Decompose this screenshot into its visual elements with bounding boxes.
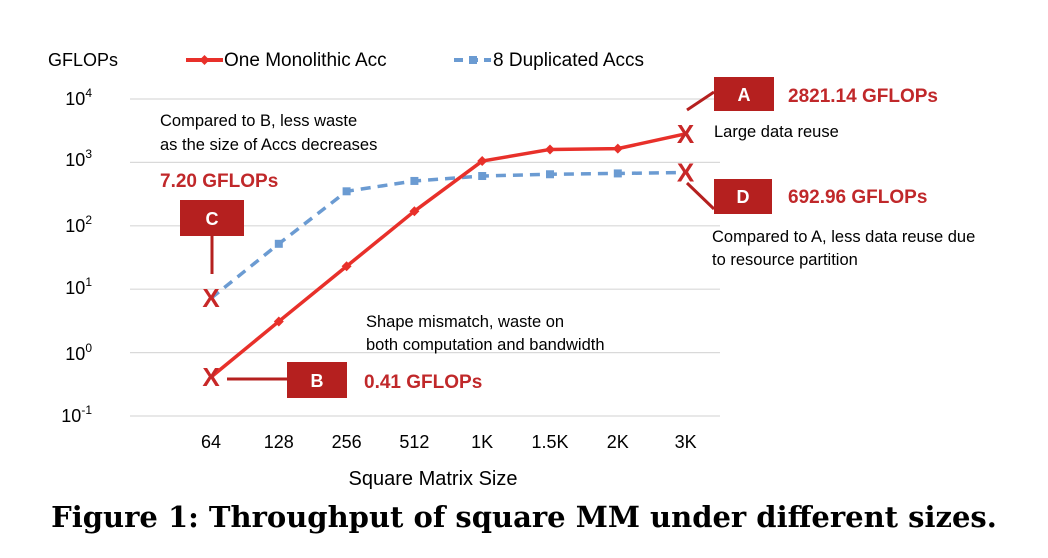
data-point: [613, 169, 622, 178]
connector-d: [685, 181, 716, 211]
data-point: [342, 187, 351, 196]
data-point: [612, 143, 623, 154]
legend-label-duplicated: 8 Duplicated Accs: [493, 50, 644, 71]
annotation-value-a: 2821.14 GFLOPs: [788, 86, 938, 107]
annotation-box-a: A: [714, 77, 774, 111]
y-tick-label: 100: [65, 341, 92, 364]
annotation-box-b: B: [287, 362, 347, 398]
series-line-monolithic: [209, 132, 686, 379]
annotation-value-b: 0.41 GFLOPs: [364, 372, 482, 393]
data-point: [410, 176, 419, 185]
y-axis-title: GFLOPs: [48, 50, 118, 70]
data-point: [478, 172, 487, 181]
legend: One Monolithic Acc 8 Duplicated Accs: [186, 50, 644, 71]
annotation-note-a: Large data reuse: [714, 123, 839, 141]
x-tick-label: 1.5K: [531, 432, 568, 452]
data-point: [273, 316, 284, 327]
annotation-note-c-line2: as the size of Accs decreases: [160, 136, 377, 154]
connector-a: [686, 90, 715, 112]
annotation-value-c: 7.20 GFLOPs: [160, 171, 278, 192]
legend-marker-monolithic: [199, 55, 210, 65]
x-tick-label: 512: [399, 432, 429, 452]
data-point: [546, 170, 554, 179]
x-tick-label: 256: [332, 432, 362, 452]
data-point: [545, 144, 555, 155]
x-tick-label: 64: [201, 432, 221, 452]
annotation-box-c-label: C: [206, 209, 219, 229]
annotation-value-d: 692.96 GFLOPs: [788, 187, 927, 208]
y-tick-label: 102: [65, 213, 92, 236]
y-tick-label: 101: [65, 275, 92, 298]
legend-marker-duplicated: [469, 56, 477, 64]
y-tick-label: 104: [65, 86, 92, 109]
annotation-box-d-label: D: [737, 187, 750, 207]
series-lines: [209, 132, 686, 379]
data-point: [274, 239, 283, 248]
x-tick-label: 1K: [471, 432, 493, 452]
data-point: [477, 156, 488, 167]
x-tick-label: 3K: [675, 432, 697, 452]
legend-label-monolithic: One Monolithic Acc: [224, 50, 387, 71]
annotation-values: 2821.14 GFLOPs 0.41 GFLOPs 7.20 GFLOPs 6…: [160, 86, 938, 393]
annotation-box-a-label: A: [738, 85, 751, 105]
x-tick-label: 2K: [607, 432, 629, 452]
y-tick-labels: 104 103 102 101 100 10-1: [61, 86, 92, 426]
annotation-note-d-line1: Compared to A, less data reuse due: [712, 228, 975, 246]
y-tick-label: 10-1: [61, 403, 92, 426]
annotation-note-b-line1: Shape mismatch, waste on: [366, 313, 564, 331]
annotation-notes: Large data reuse Shape mismatch, waste o…: [160, 112, 975, 354]
annotation-box-c: C: [180, 200, 244, 236]
annotation-note-d-line2: to resource partition: [712, 251, 858, 269]
annotation-box-b-label: B: [311, 371, 324, 391]
chart: GFLOPs 104 103 102 101 100 10-1 64 128 256…: [48, 50, 975, 490]
y-tick-label: 103: [65, 147, 92, 170]
figure-caption: Figure 1: Throughput of square MM under …: [51, 500, 997, 534]
x-tick-labels: 64 128 256 512 1K 1.5K 2K 3K: [201, 432, 697, 452]
annotation-note-c-line1: Compared to B, less waste: [160, 112, 357, 130]
x-axis-title: Square Matrix Size: [349, 468, 518, 490]
data-point: [341, 261, 352, 272]
x-marker: X: [677, 157, 695, 187]
x-marker: X: [202, 362, 220, 392]
series-line-duplicated: [209, 170, 686, 300]
x-marker: X: [202, 283, 220, 313]
x-marker: X: [677, 119, 695, 149]
annotation-note-b-line2: both computation and bandwidth: [366, 336, 605, 354]
data-point: [409, 206, 420, 217]
annotation-connectors: [210, 90, 716, 381]
x-tick-label: 128: [264, 432, 294, 452]
annotation-box-d: D: [714, 179, 772, 214]
